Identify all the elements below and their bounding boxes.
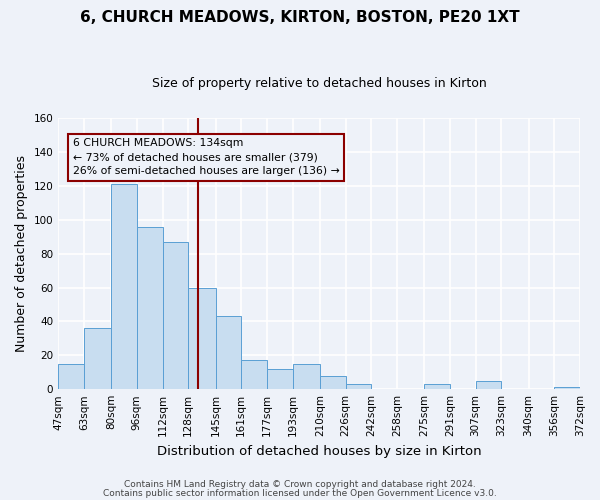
Bar [58, 364, 84, 389]
Y-axis label: Number of detached properties: Number of detached properties [15, 155, 28, 352]
Bar [424, 384, 450, 389]
Bar [241, 360, 267, 389]
Text: Contains HM Land Registry data © Crown copyright and database right 2024.: Contains HM Land Registry data © Crown c… [124, 480, 476, 489]
Bar [293, 364, 320, 389]
Bar [215, 316, 241, 389]
Bar [346, 384, 371, 389]
Bar [320, 376, 346, 389]
Bar [188, 288, 215, 389]
Text: Contains public sector information licensed under the Open Government Licence v3: Contains public sector information licen… [103, 490, 497, 498]
Text: 6 CHURCH MEADOWS: 134sqm
← 73% of detached houses are smaller (379)
26% of semi-: 6 CHURCH MEADOWS: 134sqm ← 73% of detach… [73, 138, 340, 176]
Bar [476, 380, 502, 389]
X-axis label: Distribution of detached houses by size in Kirton: Distribution of detached houses by size … [157, 444, 481, 458]
Bar [84, 328, 111, 389]
Bar [267, 369, 293, 389]
Bar [163, 242, 188, 389]
Bar [554, 388, 580, 389]
Bar [137, 226, 163, 389]
Text: 6, CHURCH MEADOWS, KIRTON, BOSTON, PE20 1XT: 6, CHURCH MEADOWS, KIRTON, BOSTON, PE20 … [80, 10, 520, 25]
Bar [111, 184, 137, 389]
Title: Size of property relative to detached houses in Kirton: Size of property relative to detached ho… [152, 78, 487, 90]
